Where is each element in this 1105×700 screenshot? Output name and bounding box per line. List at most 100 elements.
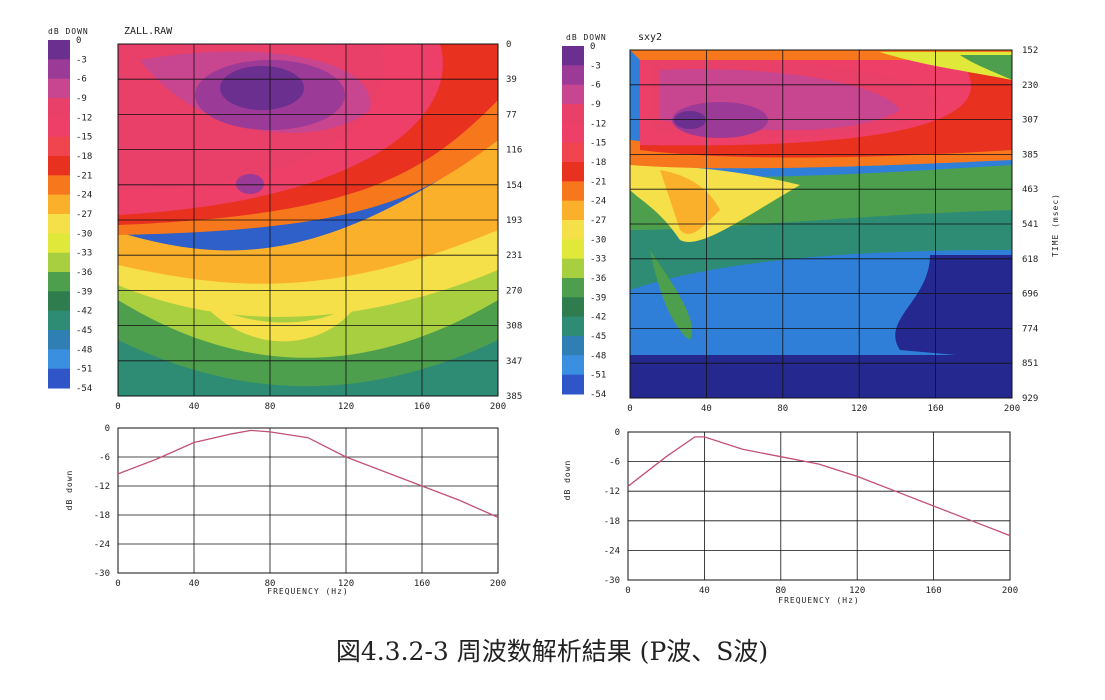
y-tick-label: 77 [506, 110, 517, 120]
x-tick-label: 200 [1004, 404, 1020, 414]
x-tick-label: 120 [338, 579, 354, 589]
y-tick-label: 851 [1022, 359, 1038, 369]
y-tick-label: 774 [1022, 324, 1038, 334]
line-chart-b-ticks: 0 40 80 120 160 200 0 -6 -12 -18 -24 -30 [604, 428, 1018, 596]
line-chart-b-x-axis-label: FREQUENCY (Hz) [778, 596, 859, 605]
colorbar-swatch [48, 156, 70, 176]
colorbar-swatch [562, 84, 584, 105]
colorbar-swatch [562, 123, 584, 144]
y-tick-label: -24 [604, 546, 620, 556]
x-tick-label: 0 [115, 402, 120, 412]
heatmap-panel-b: sxy2 dB DOWN 0 -3 -6 -9 -12 -15 -18 -21 -24 -27 -3… [562, 32, 1060, 414]
colorbar-swatch [48, 330, 70, 350]
colorbar-tick-label: -45 [590, 332, 606, 342]
colorbar-swatch [48, 368, 70, 389]
colorbar-tick-label: -3 [76, 55, 87, 65]
x-tick-label: 200 [490, 402, 506, 412]
colorbar-swatch [562, 142, 584, 163]
colorbar-swatch [562, 46, 584, 66]
x-tick-label: 80 [775, 586, 786, 596]
colorbar-tick-label: -42 [76, 307, 92, 317]
y-tick-label: -24 [94, 540, 110, 550]
colorbar-swatch [48, 78, 70, 99]
y-tick-label: 154 [506, 181, 522, 191]
colorbar-swatch [48, 175, 70, 196]
y-tick-label: 929 [1022, 394, 1038, 404]
line-chart-a-series [117, 429, 499, 518]
colorbar-swatch [48, 252, 70, 273]
heatmap-b-grid [630, 50, 1012, 398]
line-chart-a-ticks: 0 40 80 120 160 200 0 -6 -12 -18 -24 -30 [94, 424, 506, 589]
line-chart-b-y-axis-label: dB down [563, 460, 572, 501]
x-tick-label: 0 [115, 579, 120, 589]
y-tick-label: 0 [105, 424, 110, 434]
y-tick-label: -30 [604, 576, 620, 586]
colorbar-tick-label: -15 [76, 133, 92, 143]
heatmap-b-y-ticks: 152 230 307 385 463 541 618 696 774 851 929 [1022, 46, 1038, 404]
colorbar-tick-label: -51 [76, 365, 92, 375]
x-tick-label: 120 [851, 404, 867, 414]
y-tick-label: -18 [94, 511, 110, 521]
colorbar-tick-label: -30 [76, 229, 92, 239]
x-tick-label: 160 [414, 579, 430, 589]
x-tick-label: 80 [265, 579, 276, 589]
y-tick-label: 696 [1022, 290, 1038, 300]
colorbar-swatch [562, 316, 584, 337]
colorbar-tick-label: -27 [76, 210, 92, 220]
colorbar-swatch [48, 310, 70, 331]
colorbar-tick-label: -9 [590, 100, 601, 110]
heatmap-b-y-axis-label: TIME (msec) [1051, 193, 1060, 257]
x-tick-label: 40 [699, 586, 710, 596]
colorbar-swatch [562, 65, 584, 86]
colorbar-tick-label: -24 [590, 197, 606, 207]
x-tick-label: 80 [777, 404, 788, 414]
colorbar-tick-label: -36 [76, 268, 92, 278]
colorbar-tick-label: -12 [590, 119, 606, 129]
colorbar-swatch [48, 136, 70, 157]
colorbar-swatch [48, 214, 70, 234]
colorbar-swatch [562, 104, 584, 124]
colorbar-tick-label: -18 [76, 152, 92, 162]
y-tick-label: -6 [99, 453, 110, 463]
colorbar-a: 0 -3 -6 -9 -12 -15 -18 -21 -24 -27 -30 -33 -36 -39 -42… [48, 36, 92, 394]
colorbar-swatch [48, 349, 70, 370]
line-chart-b: 0 40 80 120 160 200 0 -6 -12 -18 -24 -30 FREQUENCY … [563, 428, 1018, 605]
y-tick-label: -12 [94, 482, 110, 492]
colorbar-tick-label: -48 [76, 345, 92, 355]
x-tick-label: 200 [1002, 586, 1018, 596]
colorbar-tick-label: -21 [76, 171, 92, 181]
y-tick-label: 307 [1022, 116, 1038, 126]
colorbar-tick-label: -45 [76, 326, 92, 336]
colorbar-swatch [562, 162, 584, 182]
heatmap-panel-a: ZALL.RAW dB DOWN 0 -3 -6 -9 -12 -15 -18 -21 -24 -… [48, 26, 522, 412]
colorbar-swatch [48, 59, 70, 80]
y-tick-label: 270 [506, 286, 522, 296]
colorbar-tick-label: -6 [76, 75, 87, 85]
colorbar-swatch [562, 258, 584, 279]
x-tick-label: 200 [490, 579, 506, 589]
colorbar-tick-label: -9 [76, 94, 87, 104]
heatmap-a-grid [118, 44, 498, 396]
y-tick-label: 39 [506, 75, 517, 85]
colorbar-swatch [48, 117, 70, 138]
colorbar-swatch [562, 200, 584, 221]
colorbar-tick-label: -12 [76, 113, 92, 123]
colorbar-swatch [562, 355, 584, 376]
line-chart-a-y-axis-label: dB down [65, 470, 74, 511]
colorbar-tick-label: -39 [590, 293, 606, 303]
heatmap-a-x-ticks: 0 40 80 120 160 200 [115, 402, 506, 412]
x-tick-label: 80 [265, 402, 276, 412]
y-tick-label: 308 [506, 322, 522, 332]
y-tick-label: -6 [609, 458, 620, 468]
y-tick-label: 385 [506, 392, 522, 402]
colorbar-tick-label: -54 [590, 390, 606, 400]
y-tick-label: 0 [615, 428, 620, 438]
figure-caption: 図4.3.2-3 周波数解析結果 (P波、S波) [336, 637, 768, 666]
line-chart-b-series [627, 436, 1011, 537]
colorbar-b: 0 -3 -6 -9 -12 -15 -18 -21 -24 -27 -30 -33 -36 -39 -42… [562, 42, 606, 400]
y-tick-label: -30 [94, 569, 110, 579]
line-chart-a: 0 40 80 120 160 200 0 -6 -12 -18 -24 -30 FREQUENCY … [65, 424, 506, 596]
colorbar-tick-label: -24 [76, 191, 92, 201]
colorbar-swatch [48, 233, 70, 254]
x-tick-label: 40 [189, 579, 200, 589]
